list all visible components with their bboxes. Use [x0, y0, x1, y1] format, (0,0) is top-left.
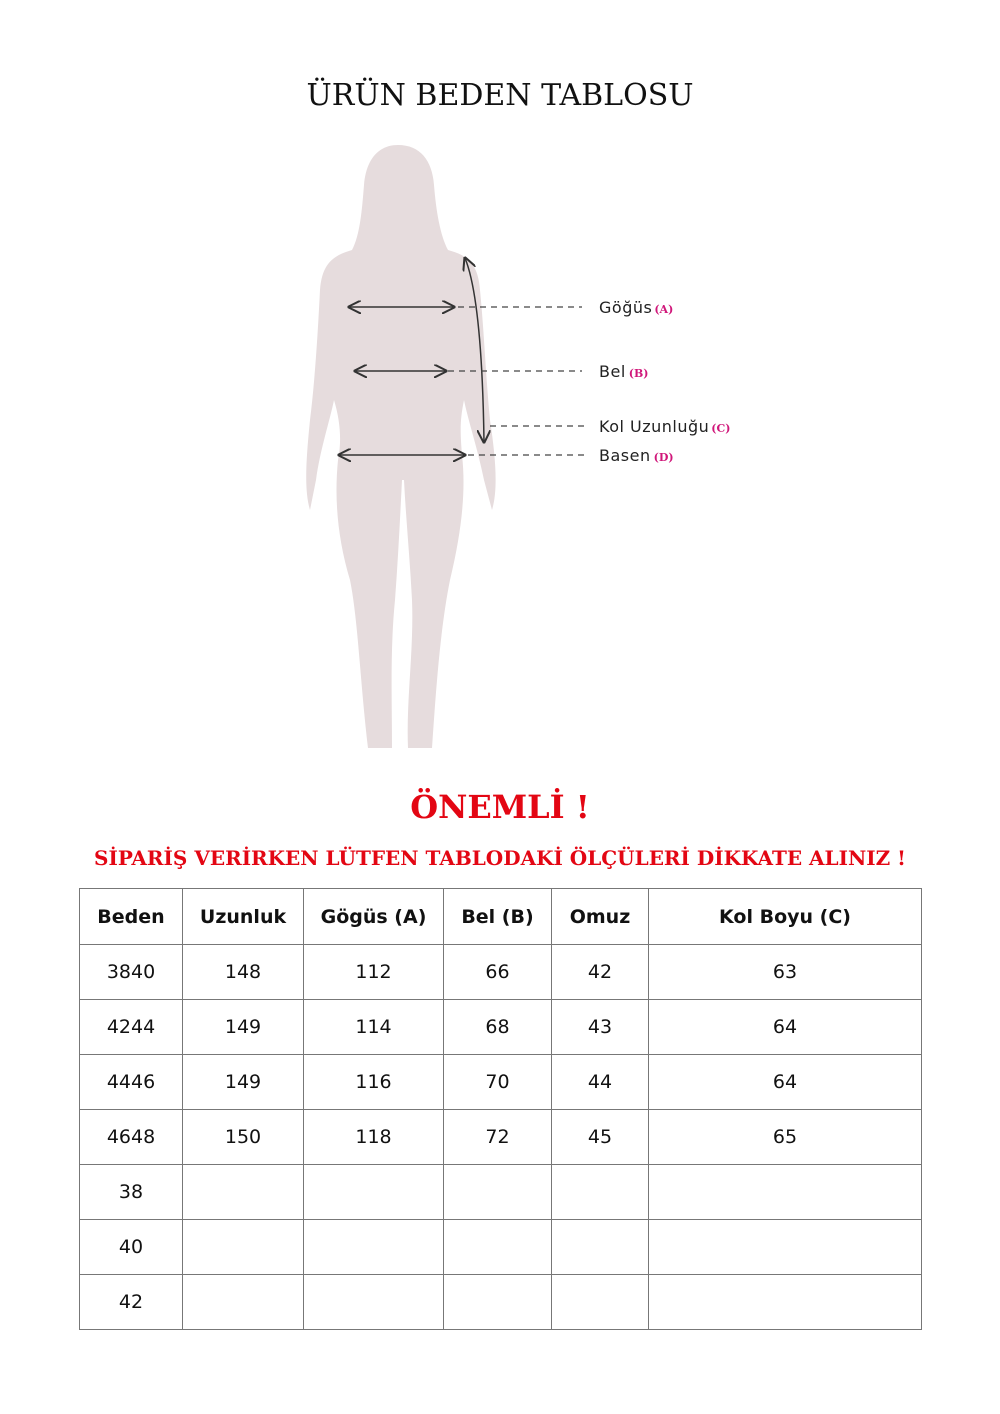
table-cell: 64 — [648, 1054, 922, 1110]
column-header: Gögüs (A) — [303, 888, 444, 945]
table-cell — [551, 1164, 649, 1220]
label-chest: Göğüs (A) — [599, 298, 673, 317]
table-cell: 43 — [551, 999, 649, 1055]
column-header: Kol Boyu (C) — [648, 888, 922, 945]
table-row: 4446 149 116 70 44 64 — [79, 1054, 922, 1110]
label-hip: Basen (D) — [599, 446, 674, 465]
table-cell: 72 — [443, 1109, 552, 1165]
table-cell: 4244 — [79, 999, 183, 1055]
table-cell: 4446 — [79, 1054, 183, 1110]
table-cell: 40 — [79, 1219, 183, 1275]
table-cell: 4648 — [79, 1109, 183, 1165]
table-row: 42 — [79, 1274, 922, 1330]
table-row: 38 — [79, 1164, 922, 1220]
table-cell: 42 — [79, 1274, 183, 1330]
table-cell: 38 — [79, 1164, 183, 1220]
table-cell — [443, 1274, 552, 1330]
table-cell — [303, 1219, 444, 1275]
table-cell: 150 — [182, 1109, 304, 1165]
table-cell: 112 — [303, 944, 444, 1000]
table-cell — [648, 1274, 922, 1330]
table-row: 3840 148 112 66 42 63 — [79, 944, 922, 1000]
table-row: 4648 150 118 72 45 65 — [79, 1109, 922, 1165]
column-header: Beden — [79, 888, 183, 945]
table-cell — [182, 1274, 304, 1330]
table-cell — [648, 1219, 922, 1275]
table-cell — [182, 1164, 304, 1220]
table-cell: 68 — [443, 999, 552, 1055]
column-header: Omuz — [551, 888, 649, 945]
table-cell: 149 — [182, 1054, 304, 1110]
table-cell: 65 — [648, 1109, 922, 1165]
table-cell — [551, 1274, 649, 1330]
column-header: Uzunluk — [182, 888, 304, 945]
table-cell: 3840 — [79, 944, 183, 1000]
warning-text: SİPARİŞ VERİRKEN LÜTFEN TABLODAKİ ÖLÇÜLE… — [94, 846, 906, 870]
table-cell — [303, 1274, 444, 1330]
table-row: 4244 149 114 68 43 64 — [79, 999, 922, 1055]
table-cell: 149 — [182, 999, 304, 1055]
size-table: Beden Uzunluk Gögüs (A) Bel (B) Omuz Kol Boyu… — [79, 888, 922, 1330]
table-cell: 118 — [303, 1109, 444, 1165]
body-measurement-figure: Göğüs (A) Bel (B) Kol Uzunluğu (C) Basen (D) — [306, 145, 730, 748]
table-cell — [182, 1219, 304, 1275]
table-cell: 114 — [303, 999, 444, 1055]
table-row: 40 — [79, 1219, 922, 1275]
table-cell — [648, 1164, 922, 1220]
table-header-row: Beden Uzunluk Gögüs (A) Bel (B) Omuz Kol Boyu… — [79, 888, 922, 945]
table-cell: 66 — [443, 944, 552, 1000]
table-cell — [303, 1164, 444, 1220]
table-cell: 70 — [443, 1054, 552, 1110]
table-cell: 148 — [182, 944, 304, 1000]
woman-silhouette — [306, 145, 496, 748]
important-heading: ÖNEMLİ ! — [410, 788, 590, 826]
label-waist: Bel (B) — [599, 362, 648, 381]
table-cell: 63 — [648, 944, 922, 1000]
table-cell: 44 — [551, 1054, 649, 1110]
table-cell — [443, 1219, 552, 1275]
table-cell: 116 — [303, 1054, 444, 1110]
page-title: ÜRÜN BEDEN TABLOSU — [306, 78, 694, 113]
table-cell: 64 — [648, 999, 922, 1055]
table-cell — [443, 1164, 552, 1220]
table-cell: 42 — [551, 944, 649, 1000]
table-cell: 45 — [551, 1109, 649, 1165]
label-arm-length: Kol Uzunluğu (C) — [599, 417, 730, 436]
column-header: Bel (B) — [443, 888, 552, 945]
table-cell — [551, 1219, 649, 1275]
